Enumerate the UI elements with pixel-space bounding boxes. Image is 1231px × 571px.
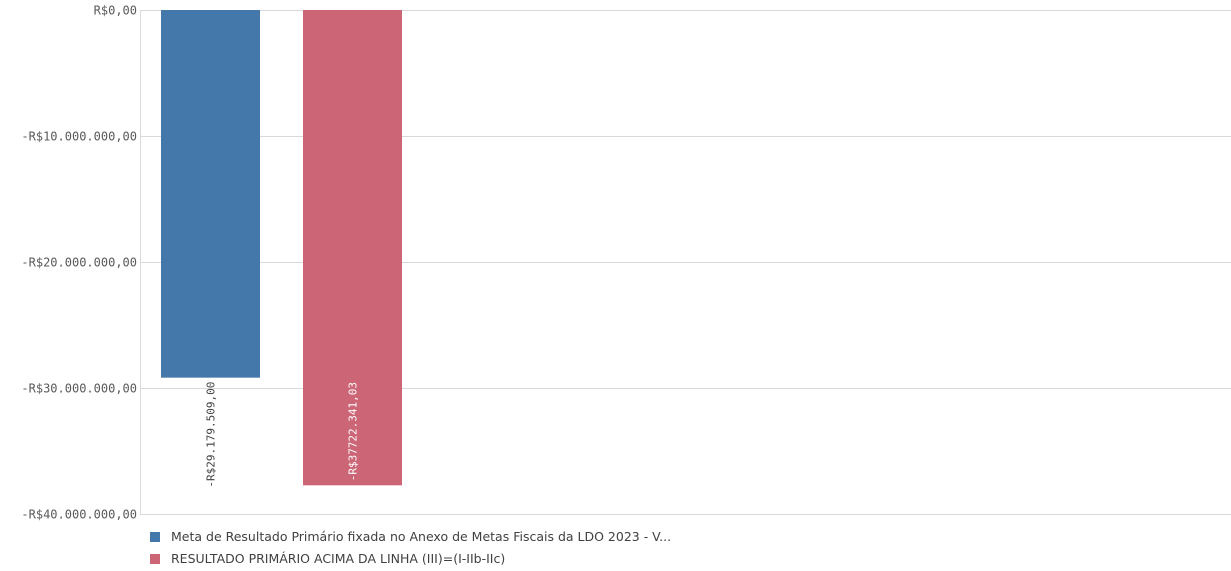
- bar-1[interactable]: [303, 10, 402, 486]
- y-tick-label: -R$40.000.000,00: [21, 508, 137, 522]
- bar-0[interactable]: [161, 10, 260, 378]
- legend-swatch-resultado: [150, 553, 160, 564]
- data-label-0: -R$29.179.509,00: [205, 382, 218, 488]
- data-label-1: -R$37722.341,03: [347, 382, 360, 481]
- legend-item-meta[interactable]: Meta de Resultado Primário fixada no Ane…: [150, 527, 671, 546]
- y-tick-label: R$0,00: [94, 4, 137, 18]
- y-tick-label: -R$30.000.000,00: [21, 382, 137, 396]
- y-axis: R$0,00 -R$10.000.000,00 -R$20.000.000,00 -R…: [21, 4, 141, 522]
- y-tick-label: -R$20.000.000,00: [21, 256, 137, 270]
- legend: Meta de Resultado Primário fixada no Ane…: [150, 527, 671, 571]
- y-tick-label: -R$10.000.000,00: [21, 130, 137, 144]
- bars: [161, 10, 402, 486]
- legend-swatch-meta: [150, 531, 160, 542]
- legend-label-meta: Meta de Resultado Primário fixada no Ane…: [171, 529, 672, 544]
- bar-chart: R$0,00 -R$10.000.000,00 -R$20.000.000,00 -R…: [21, 4, 1231, 522]
- legend-label-resultado: RESULTADO PRIMÁRIO ACIMA DA LINHA (III)=…: [171, 551, 506, 566]
- data-labels: -R$29.179.509,00 -R$37722.341,03: [205, 382, 360, 488]
- legend-item-resultado[interactable]: RESULTADO PRIMÁRIO ACIMA DA LINHA (III)=…: [150, 549, 671, 568]
